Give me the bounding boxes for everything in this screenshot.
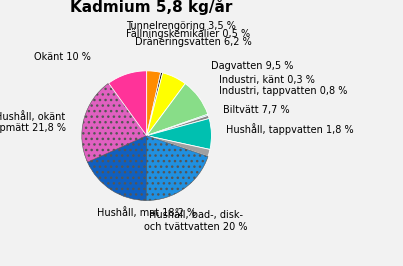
Text: Industri, känt 0,3 %: Industri, känt 0,3 %: [219, 75, 314, 85]
Wedge shape: [147, 119, 212, 149]
Text: Fällningskemikalier 0,5 %: Fällningskemikalier 0,5 %: [126, 29, 250, 39]
Wedge shape: [82, 83, 147, 162]
Text: Tunnelrengöring 3,5 %: Tunnelrengöring 3,5 %: [126, 21, 236, 31]
Text: Hushåll, mat 18,2 %: Hushåll, mat 18,2 %: [97, 207, 196, 218]
Text: Okänt 10 %: Okänt 10 %: [34, 52, 91, 62]
Text: Hushåll, okänt
uppmätt 21,8 %: Hushåll, okänt uppmätt 21,8 %: [0, 111, 66, 133]
Wedge shape: [146, 136, 208, 201]
Wedge shape: [147, 84, 208, 136]
Text: Dräneringsvatten 6,2 %: Dräneringsvatten 6,2 %: [135, 38, 252, 47]
Text: Hushåll, tappvatten 1,8 %: Hushåll, tappvatten 1,8 %: [226, 123, 353, 135]
Text: Dagvatten 9,5 %: Dagvatten 9,5 %: [212, 61, 294, 71]
Text: Hushåll, bad-, disk-
och tvättvatten 20 %: Hushåll, bad-, disk- och tvättvatten 20 …: [144, 210, 248, 232]
Wedge shape: [109, 71, 147, 136]
Text: Biltvätt 7,7 %: Biltvätt 7,7 %: [223, 105, 290, 115]
Wedge shape: [87, 136, 147, 201]
Wedge shape: [147, 73, 185, 136]
Title: Kadmium 5,8 kg/år: Kadmium 5,8 kg/år: [70, 0, 232, 15]
Wedge shape: [147, 71, 161, 136]
Text: Industri, tappvatten 0,8 %: Industri, tappvatten 0,8 %: [219, 86, 347, 96]
Wedge shape: [147, 136, 210, 156]
Wedge shape: [147, 72, 163, 136]
Wedge shape: [147, 114, 208, 136]
Wedge shape: [147, 115, 209, 136]
